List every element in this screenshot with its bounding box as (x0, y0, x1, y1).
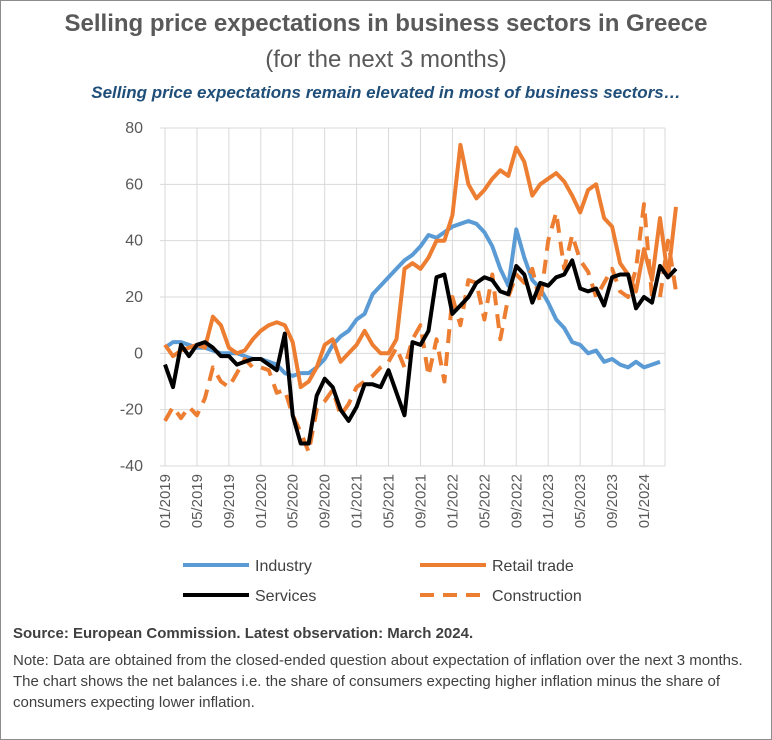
x-tick-label: 01/2021 (349, 474, 366, 528)
y-tick-label: -20 (120, 402, 143, 419)
series-line-industry (163, 219, 661, 378)
y-tick-label: 60 (125, 176, 143, 193)
legend-label: Services (255, 588, 316, 605)
chart-title: Selling price expectations in business s… (64, 10, 708, 37)
y-tick-label: 80 (125, 120, 143, 137)
source-text: Source: European Commission. Latest obse… (13, 625, 474, 642)
x-tick-label: 01/2022 (444, 474, 461, 528)
x-tick-label: 05/2022 (476, 474, 493, 528)
line-chart: 01/2019 05/2019 09/2019 01/2020 05/2020 09/20… (120, 120, 678, 605)
x-tick-label: 05/2023 (572, 474, 589, 528)
chart-headline: Selling price expectations remain elevat… (91, 83, 681, 102)
y-tick-label: -40 (120, 458, 143, 475)
series-line-construction (163, 202, 678, 454)
legend-label: Retail trade (492, 558, 574, 575)
legend-label: Industry (255, 558, 312, 575)
x-tick-label: 01/2020 (253, 474, 270, 528)
x-tick-label: 05/2019 (189, 474, 206, 528)
x-tick-label: 01/2023 (540, 474, 557, 528)
y-tick-label: 20 (125, 289, 143, 306)
series-line-retail-trade (163, 142, 678, 390)
note-text: Note: Data are obtained from the closed-… (13, 652, 743, 711)
x-tick-label: 09/2023 (604, 474, 621, 528)
x-tick-label: 01/2024 (636, 474, 653, 528)
x-tick-label: 09/2021 (412, 474, 429, 528)
x-tick-label: 05/2021 (381, 474, 398, 528)
x-tick-label: 05/2020 (285, 474, 302, 528)
y-tick-label: 0 (134, 345, 143, 362)
series-line-services (163, 258, 678, 446)
x-tick-label: 09/2019 (221, 474, 238, 528)
y-tick-label: 40 (125, 233, 143, 250)
chart-subtitle: (for the next 3 months) (265, 46, 507, 73)
x-tick-label: 09/2020 (317, 474, 334, 528)
legend-label: Construction (492, 588, 582, 605)
x-tick-label: 09/2022 (508, 474, 525, 528)
x-tick-label: 01/2019 (157, 474, 174, 528)
